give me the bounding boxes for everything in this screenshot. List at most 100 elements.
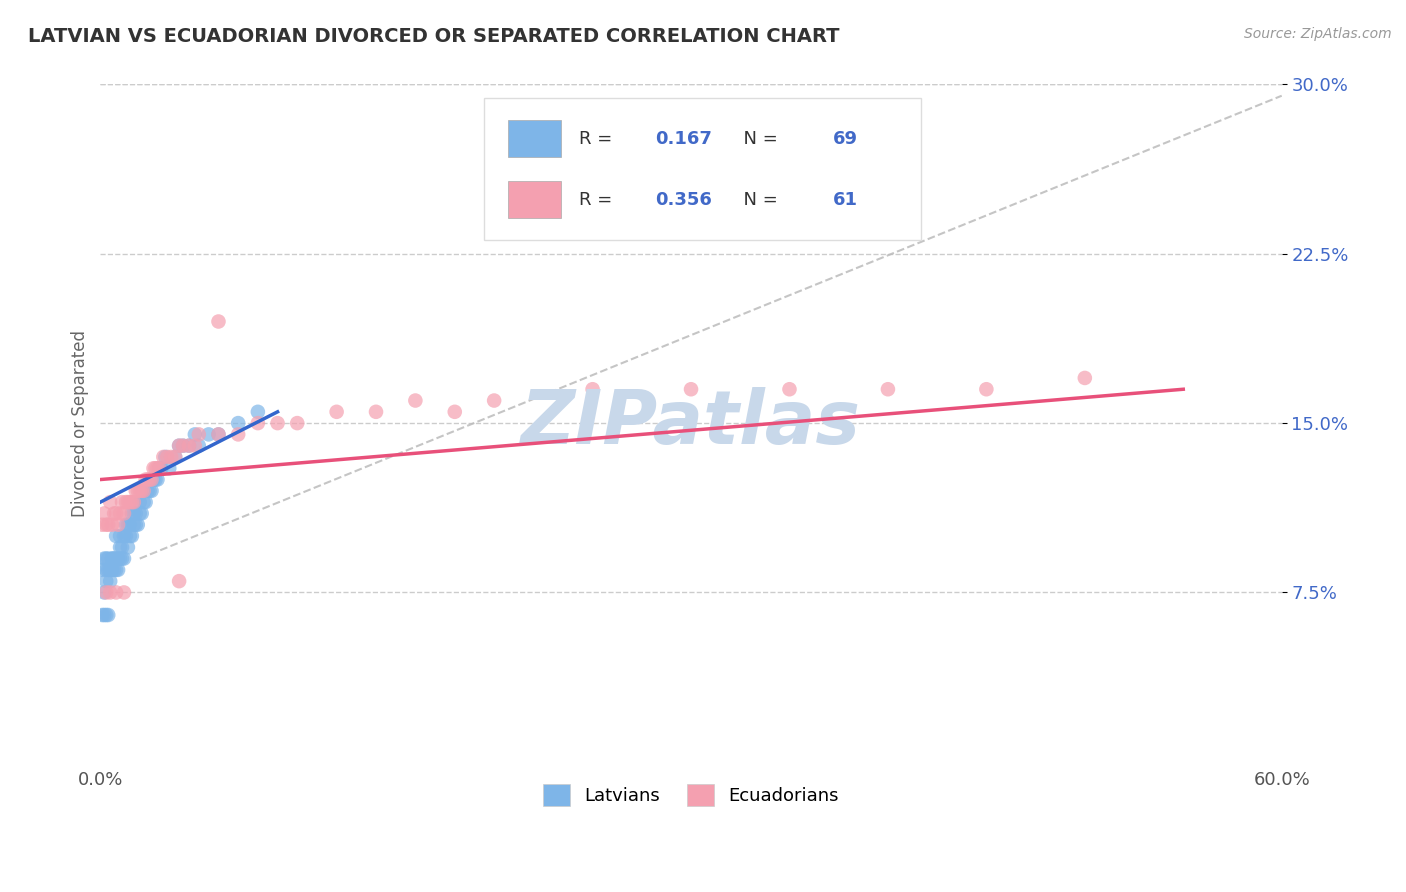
Point bbox=[122, 517, 145, 532]
Point bbox=[165, 450, 187, 464]
Point bbox=[101, 563, 124, 577]
Text: 61: 61 bbox=[832, 191, 858, 209]
Point bbox=[167, 574, 190, 589]
Point bbox=[364, 405, 387, 419]
Point bbox=[96, 551, 118, 566]
Point bbox=[101, 517, 124, 532]
Point bbox=[155, 450, 177, 464]
Point bbox=[207, 314, 229, 328]
Point bbox=[98, 563, 121, 577]
Point bbox=[128, 483, 150, 498]
Point bbox=[112, 585, 135, 599]
Point bbox=[125, 507, 148, 521]
Point bbox=[184, 439, 207, 453]
Point bbox=[105, 551, 128, 566]
Point bbox=[207, 427, 229, 442]
Point bbox=[148, 461, 170, 475]
Point bbox=[122, 507, 145, 521]
Point bbox=[127, 517, 149, 532]
Point bbox=[98, 585, 121, 599]
Point bbox=[128, 495, 150, 509]
Point bbox=[150, 461, 173, 475]
Point bbox=[177, 439, 200, 453]
Point bbox=[96, 563, 118, 577]
Point bbox=[121, 529, 143, 543]
Point bbox=[111, 541, 134, 555]
Text: Source: ZipAtlas.com: Source: ZipAtlas.com bbox=[1244, 27, 1392, 41]
Bar bbox=[508, 120, 561, 157]
Point bbox=[285, 416, 308, 430]
Point bbox=[325, 405, 347, 419]
Point bbox=[146, 473, 169, 487]
Point bbox=[142, 461, 165, 475]
Point bbox=[152, 450, 174, 464]
Y-axis label: Divorced or Separated: Divorced or Separated bbox=[72, 330, 89, 516]
Point bbox=[121, 495, 143, 509]
Point bbox=[443, 405, 465, 419]
Point bbox=[107, 517, 129, 532]
Point bbox=[112, 551, 135, 566]
Point bbox=[96, 517, 118, 532]
Point bbox=[108, 551, 131, 566]
Point bbox=[91, 607, 114, 622]
Point bbox=[108, 529, 131, 543]
Point bbox=[101, 551, 124, 566]
Point bbox=[177, 439, 200, 453]
Point bbox=[779, 382, 801, 396]
Point bbox=[97, 563, 120, 577]
Point bbox=[184, 427, 207, 442]
Text: R =: R = bbox=[579, 129, 617, 148]
Point bbox=[118, 495, 141, 509]
Point bbox=[103, 563, 125, 577]
Point bbox=[91, 517, 114, 532]
Point bbox=[103, 507, 125, 521]
Point bbox=[125, 483, 148, 498]
Point bbox=[877, 382, 900, 396]
Point bbox=[125, 517, 148, 532]
Point bbox=[96, 574, 118, 589]
Point bbox=[105, 563, 128, 577]
Point bbox=[107, 563, 129, 577]
Point bbox=[93, 585, 115, 599]
Point bbox=[404, 393, 426, 408]
Point bbox=[226, 427, 249, 442]
Point bbox=[97, 517, 120, 532]
Text: 69: 69 bbox=[832, 129, 858, 148]
Point bbox=[246, 416, 269, 430]
Point bbox=[122, 495, 145, 509]
Text: N =: N = bbox=[733, 129, 785, 148]
Point bbox=[101, 551, 124, 566]
Point bbox=[187, 427, 209, 442]
Point bbox=[117, 495, 139, 509]
Legend: Latvians, Ecuadorians: Latvians, Ecuadorians bbox=[536, 777, 846, 814]
Point bbox=[131, 483, 153, 498]
Point bbox=[581, 382, 603, 396]
Point bbox=[142, 473, 165, 487]
Point bbox=[246, 405, 269, 419]
Text: R =: R = bbox=[579, 191, 617, 209]
Point bbox=[157, 461, 180, 475]
Point bbox=[679, 382, 702, 396]
Point bbox=[118, 517, 141, 532]
Point bbox=[117, 517, 139, 532]
Point bbox=[138, 483, 160, 498]
Text: ZIPatlas: ZIPatlas bbox=[522, 386, 860, 459]
Text: LATVIAN VS ECUADORIAN DIVORCED OR SEPARATED CORRELATION CHART: LATVIAN VS ECUADORIAN DIVORCED OR SEPARA… bbox=[28, 27, 839, 45]
FancyBboxPatch shape bbox=[484, 98, 921, 240]
Point bbox=[197, 427, 219, 442]
Point bbox=[165, 450, 187, 464]
Point bbox=[1074, 371, 1097, 385]
Point bbox=[132, 495, 155, 509]
Point bbox=[98, 495, 121, 509]
Point bbox=[91, 563, 114, 577]
Point bbox=[117, 541, 139, 555]
Point bbox=[148, 461, 170, 475]
Point bbox=[128, 507, 150, 521]
Point bbox=[141, 473, 163, 487]
Point bbox=[115, 495, 138, 509]
Point bbox=[108, 541, 131, 555]
Point bbox=[96, 585, 118, 599]
Point bbox=[976, 382, 998, 396]
Point bbox=[138, 473, 160, 487]
Text: 0.167: 0.167 bbox=[655, 129, 713, 148]
